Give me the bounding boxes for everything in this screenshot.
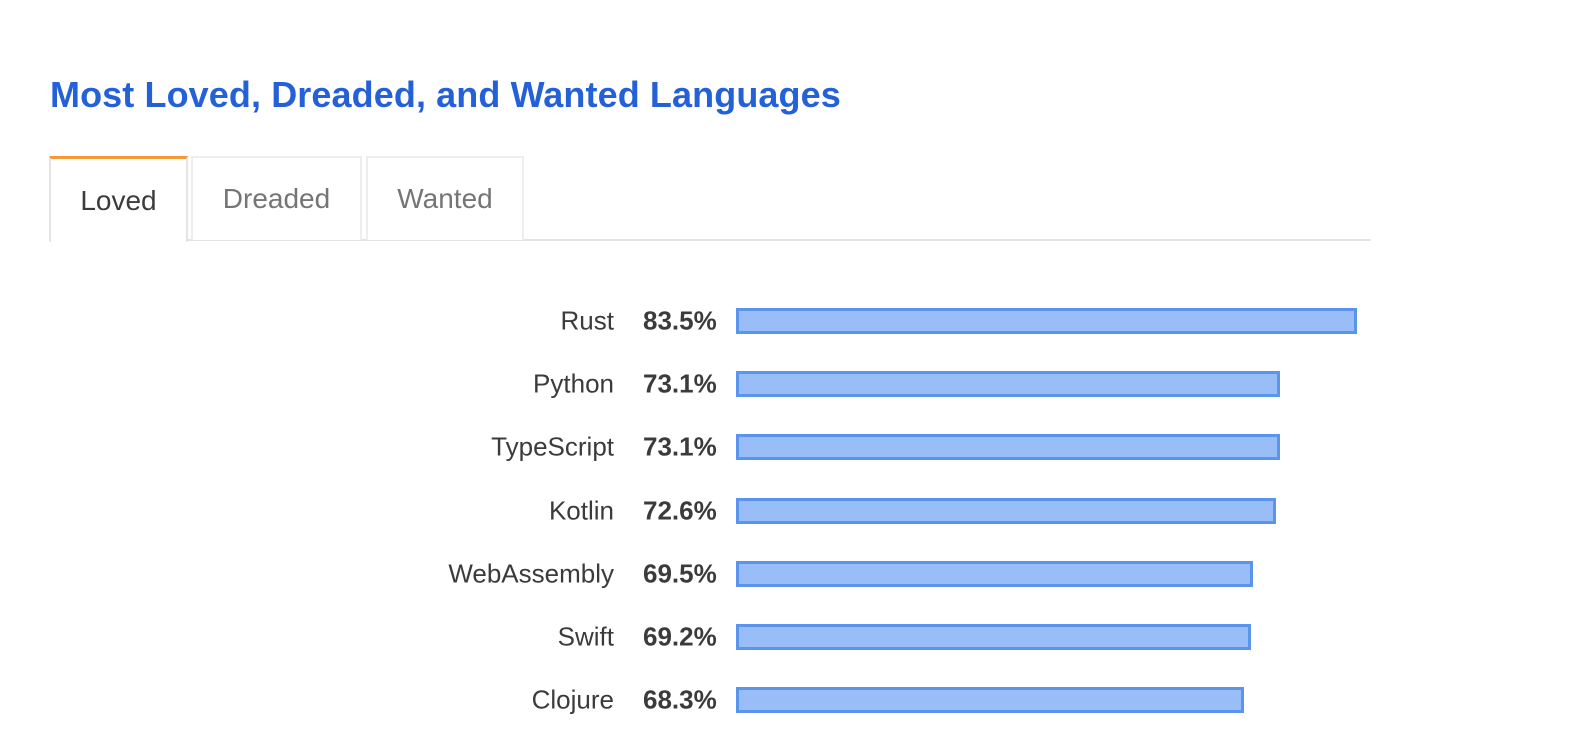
value-label: 69.5% — [643, 558, 717, 589]
bar[interactable] — [736, 560, 1253, 587]
category-label: Swift — [557, 621, 614, 652]
category-label: Python — [533, 368, 614, 399]
page-title: Most Loved, Dreaded, and Wanted Language… — [50, 74, 841, 115]
bar[interactable] — [736, 308, 1357, 334]
bar[interactable] — [736, 687, 1244, 714]
bar[interactable] — [736, 497, 1276, 524]
category-label: WebAssembly — [448, 558, 614, 589]
value-label: 83.5% — [643, 305, 717, 336]
category-label: TypeScript — [491, 431, 614, 462]
bar[interactable] — [736, 434, 1280, 461]
value-label: 73.1% — [643, 368, 717, 399]
bar[interactable] — [736, 371, 1280, 398]
value-label: 69.2% — [643, 621, 717, 652]
value-label: 68.3% — [643, 684, 717, 715]
value-label: 73.1% — [643, 431, 717, 462]
value-label: 72.6% — [643, 495, 717, 526]
category-label: Clojure — [531, 684, 614, 715]
category-label: Rust — [560, 305, 614, 336]
tab-dreaded[interactable]: Dreaded — [191, 156, 362, 240]
bar[interactable] — [736, 624, 1251, 650]
category-label: Kotlin — [548, 495, 614, 526]
tabs-baseline — [50, 239, 1371, 241]
tab-wanted[interactable]: Wanted — [366, 156, 524, 240]
tab-loved[interactable]: Loved — [49, 156, 188, 242]
